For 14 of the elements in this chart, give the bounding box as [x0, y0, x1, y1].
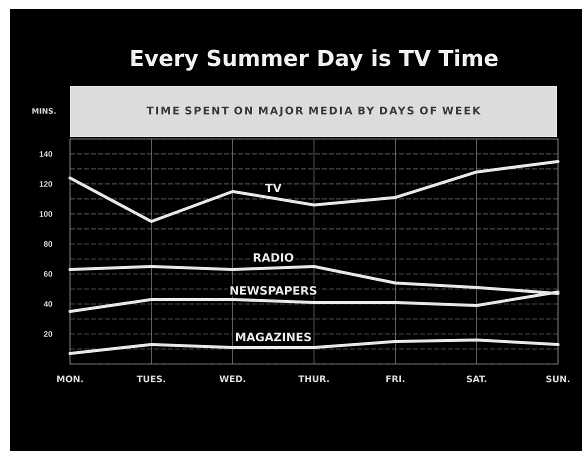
line-series — [68, 160, 560, 223]
x-tick-label: MON. — [57, 376, 83, 382]
series-label: NEWSPAPERS — [230, 286, 316, 295]
x-tick-label: SAT. — [466, 376, 486, 382]
x-tick-label: TUES. — [136, 376, 166, 382]
x-tick-label: FRI. — [386, 376, 404, 382]
chart-title: Every Summer Day is TV Time — [131, 49, 498, 71]
chart-subtitle: TIME SPENT ON MAJOR MEDIA BY DAYS OF WEEK — [146, 106, 481, 116]
x-tick-label: SUN. — [546, 376, 570, 382]
series-label: RADIO — [254, 253, 294, 262]
series-label: TV — [265, 184, 282, 192]
series-label: MAGAZINES — [236, 332, 311, 342]
x-tick-label: WED. — [220, 376, 246, 382]
x-tick-label: THUR. — [298, 376, 329, 382]
